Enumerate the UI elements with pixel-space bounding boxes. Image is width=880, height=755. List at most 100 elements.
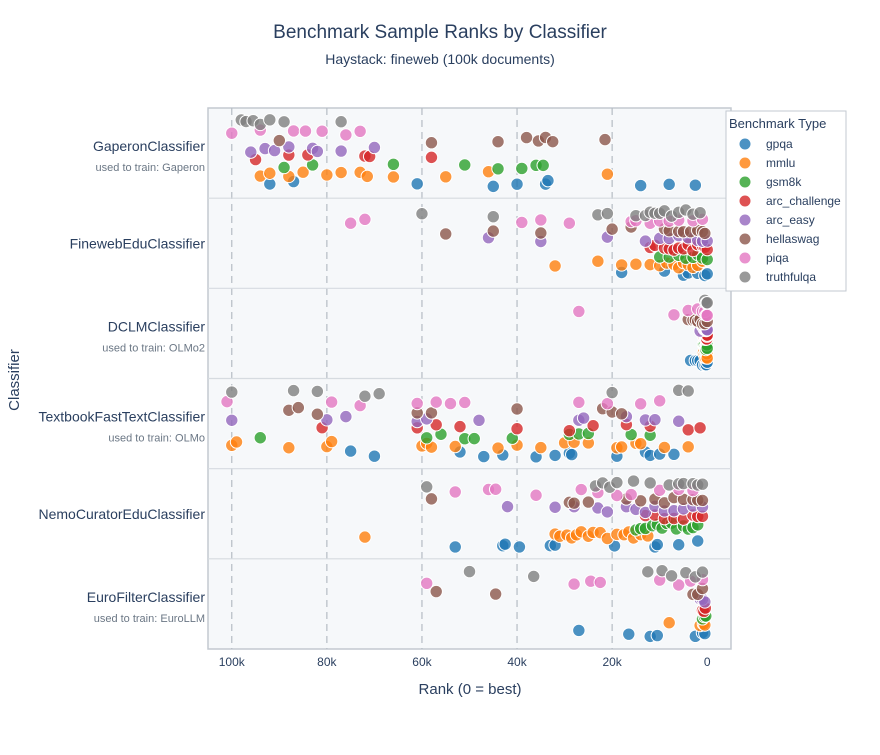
data-point-gpqa (498, 537, 512, 551)
data-point-arc_easy (600, 505, 615, 519)
legend-marker-arc_easy (738, 213, 752, 227)
row-separators (208, 197, 731, 560)
data-point-piqa (700, 308, 714, 323)
data-point-truthfulqa (600, 206, 615, 221)
data-point-hellaswag (291, 400, 306, 415)
data-point-arc_challenge (429, 418, 443, 432)
data-point-mmlu (629, 257, 643, 271)
data-point-hellaswag (486, 224, 500, 238)
data-point-arc_challenge (586, 418, 600, 433)
data-point-mmlu (263, 166, 277, 180)
data-point-piqa (562, 216, 577, 230)
data-point-piqa (488, 482, 503, 496)
data-point-piqa (339, 128, 353, 142)
data-point-gpqa (650, 628, 665, 643)
data-point-hellaswag (424, 492, 439, 506)
data-point-piqa (672, 578, 686, 592)
data-point-truthfulqa (695, 477, 710, 491)
data-point-gpqa (700, 267, 714, 281)
data-point-truthfulqa (310, 384, 325, 399)
legend-marker-gsm8k (738, 175, 752, 189)
data-point-gpqa (510, 177, 524, 191)
data-point-hellaswag (633, 494, 648, 508)
data-point-hellaswag (439, 227, 453, 241)
data-point-truthfulqa (695, 565, 710, 579)
data-point-truthfulqa (641, 565, 655, 579)
data-point-gsm8k (458, 158, 472, 172)
legend-marker-hellaswag (738, 232, 752, 246)
classifier-name: EuroFilterClassifier (87, 589, 206, 605)
data-point-hellaswag (429, 584, 443, 599)
legend-marker-piqa (738, 251, 752, 265)
data-point-gpqa (691, 534, 705, 548)
data-point-hellaswag (424, 136, 439, 150)
x-tick-label: 20k (602, 655, 622, 669)
data-point-gpqa (548, 448, 562, 463)
data-point-hellaswag (272, 133, 287, 148)
data-point-mmlu (334, 165, 348, 180)
data-point-mmlu (386, 170, 401, 184)
data-point-gsm8k (467, 431, 481, 446)
data-point-piqa (358, 212, 372, 227)
data-point-hellaswag (614, 407, 629, 421)
data-point-gsm8k (536, 158, 550, 173)
data-point-gsm8k (515, 161, 529, 176)
data-point-mmlu (448, 439, 462, 454)
data-point-hellaswag (598, 132, 612, 147)
data-point-piqa (534, 213, 548, 227)
data-point-arc_challenge (453, 419, 467, 434)
data-point-piqa (458, 395, 472, 410)
classifier-labels: GaperonClassifier used to train: Gaperon F… (38, 138, 205, 625)
data-point-gpqa (667, 447, 681, 461)
data-point-arc_easy (339, 409, 353, 424)
x-tick-label: 100k (219, 655, 246, 669)
data-point-gpqa (477, 449, 491, 464)
data-point-piqa (572, 395, 586, 410)
data-point-mmlu (324, 434, 339, 449)
legend-items: gpqa mmlu gsm8k arc_challenge arc_easyhellas… (738, 137, 841, 284)
data-point-arc_easy (225, 413, 239, 427)
data-point-mmlu (657, 440, 672, 455)
data-point-truthfulqa (334, 115, 348, 129)
data-point-hellaswag (534, 226, 548, 240)
data-point-truthfulqa (263, 113, 277, 127)
data-point-mmlu (633, 436, 648, 451)
data-point-piqa (572, 304, 586, 319)
data-point-gsm8k (253, 431, 267, 445)
data-point-truthfulqa (664, 569, 679, 583)
classifier-subtitle: used to train: OLMo (108, 433, 205, 445)
data-point-arc_easy (334, 144, 348, 158)
data-point-truthfulqa (700, 296, 714, 310)
data-point-truthfulqa (420, 480, 434, 494)
legend-title: Benchmark Type (729, 116, 826, 131)
classifier-name: FinewebEduClassifier (70, 235, 206, 251)
data-point-truthfulqa (693, 205, 707, 220)
data-point-piqa (286, 124, 301, 138)
chart-subtitle: Haystack: fineweb (100k documents) (325, 51, 555, 67)
data-point-hellaswag (546, 134, 560, 149)
data-point-piqa (633, 397, 648, 411)
data-point-gpqa (367, 449, 382, 463)
data-point-gpqa (448, 540, 462, 554)
data-point-piqa (420, 576, 434, 590)
legend-label-truthfulqa: truthfulqa (766, 270, 816, 284)
data-point-hellaswag (488, 587, 503, 601)
data-point-hellaswag (510, 402, 524, 416)
legend-label-gpqa: gpqa (766, 137, 793, 151)
data-point-gpqa (565, 447, 579, 462)
x-axis-title: Rank (0 = best) (419, 681, 522, 698)
data-points (220, 113, 714, 644)
chart-title: Benchmark Sample Ranks by Classifier (273, 22, 607, 43)
data-point-mmlu (600, 167, 615, 181)
data-point-piqa (624, 487, 638, 502)
data-point-piqa (574, 482, 588, 497)
classifier-name: TextbookFastTextClassifier (38, 409, 205, 425)
data-point-gpqa (486, 179, 500, 194)
data-point-hellaswag (605, 222, 619, 236)
data-point-truthfulqa (225, 385, 239, 399)
data-point-gsm8k (386, 157, 401, 172)
data-point-mmlu (358, 530, 372, 544)
data-point-arc_easy (367, 140, 382, 155)
data-point-arc_easy (310, 144, 325, 159)
